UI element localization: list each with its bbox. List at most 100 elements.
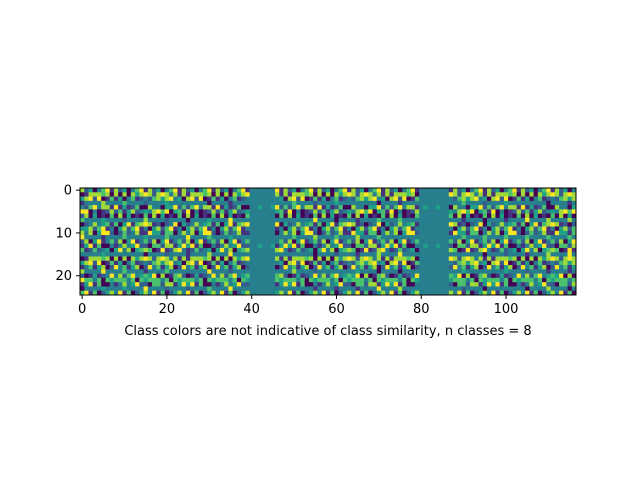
heatmap-cell [504, 256, 509, 261]
heatmap-cell [182, 197, 187, 202]
heatmap-cell [237, 231, 242, 236]
heatmap-cell [402, 239, 407, 244]
heatmap-cell [368, 261, 373, 266]
heatmap-cell [161, 278, 166, 283]
heatmap-cell [529, 269, 534, 274]
heatmap-cell [148, 282, 153, 287]
heatmap-cell [131, 256, 136, 261]
heatmap-cell [445, 218, 450, 223]
heatmap-cell [555, 265, 560, 270]
heatmap-cell [203, 261, 208, 266]
heatmap-cell [343, 201, 348, 206]
heatmap-cell [156, 214, 161, 219]
heatmap-cell [207, 209, 212, 214]
heatmap-cell [440, 256, 445, 261]
heatmap-cell [165, 282, 170, 287]
heatmap-cell [449, 188, 454, 193]
heatmap-cell [161, 252, 166, 257]
heatmap-cell [402, 218, 407, 223]
heatmap-cell [267, 235, 272, 240]
heatmap-cell [504, 269, 509, 274]
heatmap-cell [551, 218, 556, 223]
heatmap-cell [373, 231, 378, 236]
heatmap-cell [156, 282, 161, 287]
heatmap-cell [521, 214, 526, 219]
heatmap-cell [292, 205, 297, 210]
heatmap-cell [122, 188, 127, 193]
heatmap-cell [559, 278, 564, 283]
heatmap-cell [254, 278, 259, 283]
heatmap-cell [339, 222, 344, 227]
heatmap-cell [470, 231, 475, 236]
heatmap-cell [402, 252, 407, 257]
heatmap-cell [551, 197, 556, 202]
heatmap-cell [491, 248, 496, 253]
heatmap-cell [148, 286, 153, 291]
heatmap-cell [279, 244, 284, 249]
heatmap-cell [105, 239, 110, 244]
heatmap-cell [563, 214, 568, 219]
heatmap-cell [326, 286, 331, 291]
heatmap-cell [224, 231, 229, 236]
heatmap-cell [186, 278, 191, 283]
heatmap-cell [279, 274, 284, 279]
heatmap-cell [279, 227, 284, 232]
heatmap-cell [500, 278, 505, 283]
heatmap-cell [80, 214, 85, 219]
heatmap-cell [152, 265, 157, 270]
heatmap-cell [93, 227, 98, 232]
heatmap-cell [330, 269, 335, 274]
heatmap-cell [135, 209, 140, 214]
heatmap-cell [178, 192, 183, 197]
heatmap-cell [483, 231, 488, 236]
heatmap-cell [258, 201, 263, 206]
heatmap-cell [385, 286, 390, 291]
heatmap-cell [440, 282, 445, 287]
heatmap-cell [449, 282, 454, 287]
heatmap-cell [529, 214, 534, 219]
heatmap-cell [389, 205, 394, 210]
heatmap-cell [500, 192, 505, 197]
heatmap-cell [279, 201, 284, 206]
heatmap-cell [101, 274, 106, 279]
heatmap-cell [245, 244, 250, 249]
heatmap-cell [237, 248, 242, 253]
heatmap-cell [500, 286, 505, 291]
heatmap-cell [194, 197, 199, 202]
heatmap-cell [139, 252, 144, 257]
heatmap-cell [483, 265, 488, 270]
heatmap-cell [330, 227, 335, 232]
heatmap-cell [470, 248, 475, 253]
heatmap-cell [474, 222, 479, 227]
heatmap-cell [292, 197, 297, 202]
heatmap-cell [559, 239, 564, 244]
heatmap-cell [546, 248, 551, 253]
heatmap-cell [339, 256, 344, 261]
heatmap-cell [283, 188, 288, 193]
heatmap-cell [190, 201, 195, 206]
heatmap-cell [199, 188, 204, 193]
heatmap-cell [364, 201, 369, 206]
heatmap-cell [525, 192, 530, 197]
heatmap-cell [445, 205, 450, 210]
heatmap-cell [449, 256, 454, 261]
heatmap-cell [411, 205, 416, 210]
heatmap-cell [110, 218, 115, 223]
heatmap-cell [84, 286, 89, 291]
heatmap-cell [406, 209, 411, 214]
heatmap-cell [152, 248, 157, 253]
heatmap-cell [462, 192, 467, 197]
heatmap-cell [322, 256, 327, 261]
y-tick-label: 0 [64, 184, 72, 199]
heatmap-cell [538, 286, 543, 291]
heatmap-cell [203, 256, 208, 261]
heatmap-cell [131, 188, 136, 193]
heatmap-cell [491, 192, 496, 197]
heatmap-cell [161, 201, 166, 206]
heatmap-cell [105, 235, 110, 240]
heatmap-cell [521, 227, 526, 232]
heatmap-cell [529, 188, 534, 193]
heatmap-cell [288, 274, 293, 279]
heatmap-cell [334, 222, 339, 227]
heatmap-cell [148, 209, 153, 214]
